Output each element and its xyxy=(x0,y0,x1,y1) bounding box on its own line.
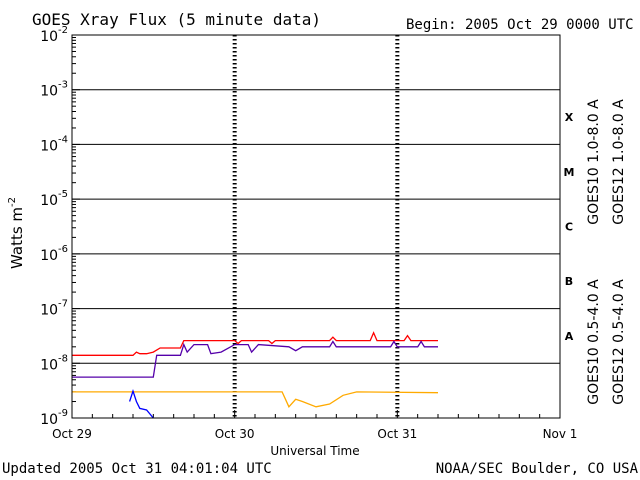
flare-class-label: X xyxy=(565,111,574,124)
y-tick-base: 10 xyxy=(40,29,58,45)
flare-class-label: A xyxy=(565,330,574,343)
begin-label: Begin: 2005 Oct 29 0000 UTC xyxy=(406,17,634,33)
y-tick-label: 10-8 xyxy=(40,353,68,373)
legend-entry: GOES12 0.5-4.0 A xyxy=(611,279,627,405)
y-axis-label-superscript: -2 xyxy=(7,197,18,207)
y-tick-exponent: -3 xyxy=(58,80,68,91)
y-tick-label: 10-3 xyxy=(40,80,68,100)
legend-entry: GOES10 1.0-8.0 A xyxy=(586,99,602,225)
y-tick-exponent: -9 xyxy=(58,408,68,419)
y-tick-exponent: -4 xyxy=(58,134,68,145)
y-tick-base: 10 xyxy=(40,248,58,264)
plot-frame xyxy=(71,34,561,419)
y-tick-base: 10 xyxy=(40,84,58,100)
y-tick-exponent: -5 xyxy=(58,189,68,200)
legend-entry: GOES10 0.5-4.0 A xyxy=(586,279,602,405)
y-tick-base: 10 xyxy=(40,138,58,154)
legend-entry: GOES12 1.0-8.0 A xyxy=(611,99,627,225)
y-tick-base: 10 xyxy=(40,357,58,373)
flare-class-label: C xyxy=(565,221,573,234)
y-tick-label: 10-9 xyxy=(40,408,68,428)
x-tick-label: Oct 30 xyxy=(215,427,255,441)
x-tick-label: Oct 31 xyxy=(377,427,417,441)
y-axis-label: Watts m-2 xyxy=(7,197,26,269)
series-line xyxy=(72,340,438,378)
series-line xyxy=(128,389,154,419)
y-tick-label: 10-7 xyxy=(40,299,68,319)
source-credit: NOAA/SEC Boulder, CO USA xyxy=(436,461,639,477)
y-tick-base: 10 xyxy=(40,303,58,319)
series-line xyxy=(72,391,439,408)
y-tick-base: 10 xyxy=(40,412,58,428)
y-tick-label: 10-5 xyxy=(40,189,68,209)
updated-timestamp: Updated 2005 Oct 31 04:01:04 UTC xyxy=(2,461,272,477)
y-axis-label-text: Watts m xyxy=(8,207,26,269)
y-tick-label: 10-4 xyxy=(40,134,68,154)
y-tick-exponent: -8 xyxy=(58,353,68,364)
y-tick-exponent: -2 xyxy=(58,25,68,36)
flare-class-label: M xyxy=(564,166,575,179)
flare-class-label: B xyxy=(565,275,573,288)
y-tick-label: 10-2 xyxy=(40,25,68,45)
y-tick-label: 10-6 xyxy=(40,244,68,264)
chart-title: GOES Xray Flux (5 minute data) xyxy=(32,10,321,29)
y-tick-base: 10 xyxy=(40,193,58,209)
x-tick-label: Nov 1 xyxy=(543,427,578,441)
x-tick-label: Oct 29 xyxy=(52,427,92,441)
series-line xyxy=(72,331,438,356)
y-tick-exponent: -7 xyxy=(58,299,68,310)
x-axis-label: Universal Time xyxy=(270,444,359,458)
y-tick-exponent: -6 xyxy=(58,244,68,255)
